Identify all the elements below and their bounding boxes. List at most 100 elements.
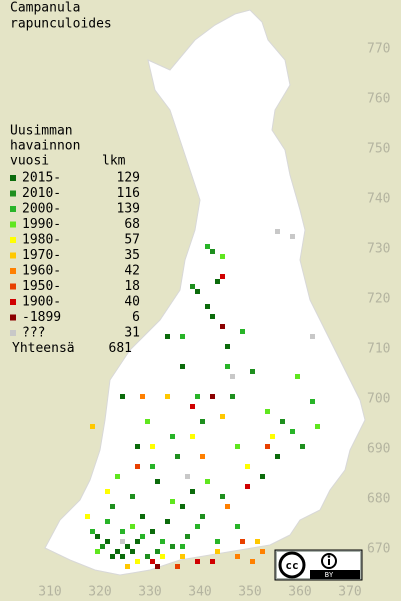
record-cell [295,374,300,379]
y-tick-label: 670 [367,542,390,557]
record-cell [290,429,295,434]
record-cell [205,479,210,484]
record-cell [155,564,160,569]
legend-label: ??? [22,326,45,341]
record-cell [195,559,200,564]
record-cell [140,534,145,539]
record-cell [190,489,195,494]
record-cell [135,444,140,449]
record-cell [95,534,100,539]
legend-label: 1900- [22,295,61,310]
legend-count: 129 [117,171,140,186]
record-cell [220,494,225,499]
record-cell [215,539,220,544]
record-cell [280,419,285,424]
record-cell [115,474,120,479]
y-tick-label: 760 [367,92,390,107]
record-cell [230,394,235,399]
record-cell [225,364,230,369]
record-cell [245,464,250,469]
legend-swatch [10,283,16,290]
record-cell [105,539,110,544]
record-cell [115,549,120,554]
record-cell [100,544,105,549]
record-cell [135,464,140,469]
y-tick-label: 700 [367,392,390,407]
legend-swatch [10,252,16,259]
record-cell [150,464,155,469]
record-cell [160,554,165,559]
legend-swatch [10,175,16,181]
record-cell [205,244,210,249]
legend-count: 68 [124,217,140,232]
legend-count: 6 [132,310,140,325]
record-cell [130,524,135,529]
record-cell [300,444,305,449]
record-cell [120,554,125,559]
record-cell [290,234,295,239]
record-cell [235,524,240,529]
record-cell [315,424,320,429]
record-cell [200,454,205,459]
legend-swatch [10,237,16,243]
legend-swatch [10,221,16,228]
legend-count: 40 [124,295,140,310]
record-cell [135,539,140,544]
record-cell [160,539,165,544]
x-tick-label: 370 [338,585,361,600]
title: rapunculoides [10,17,112,32]
record-cell [170,544,175,549]
record-cell [225,504,230,509]
record-cell [215,279,220,284]
legend-swatch [10,268,16,274]
record-cell [135,559,140,564]
license-badge-text: cc [285,559,298,572]
record-cell [205,304,210,309]
record-cell [140,514,145,519]
record-cell [130,549,135,554]
record-cell [235,444,240,449]
total-count: 681 [109,341,132,356]
legend-swatch [10,299,16,305]
record-cell [155,549,160,554]
record-cell [190,284,195,289]
legend-header: havainnon [10,139,80,154]
record-cell [220,324,225,329]
x-tick-label: 330 [138,585,161,600]
record-cell [185,474,190,479]
y-tick-label: 710 [367,342,390,357]
record-cell [220,274,225,279]
record-cell [265,444,270,449]
y-tick-label: 770 [367,42,390,57]
record-cell [145,554,150,559]
legend-count: 35 [124,248,140,263]
legend-swatch [10,314,16,321]
cells [85,229,320,569]
record-cell [140,394,145,399]
record-cell [250,369,255,374]
record-cell [260,549,265,554]
record-cell [220,414,225,419]
legend-label: 1970- [22,248,61,263]
total-label: Yhteensä [12,341,75,356]
record-cell [215,549,220,554]
record-cell [180,504,185,509]
record-cell [120,539,125,544]
y-tick-label: 730 [367,242,390,257]
record-cell [210,314,215,319]
record-cell [250,559,255,564]
record-cell [170,434,175,439]
record-cell [310,399,315,404]
legend-label: -1899 [22,310,61,325]
record-cell [170,499,175,504]
record-cell [235,554,240,559]
record-cell [165,334,170,339]
record-cell [130,494,135,499]
x-tick-label: 340 [188,585,211,600]
record-cell [180,554,185,559]
record-cell [175,454,180,459]
record-cell [210,249,215,254]
y-tick-label: 750 [367,142,390,157]
